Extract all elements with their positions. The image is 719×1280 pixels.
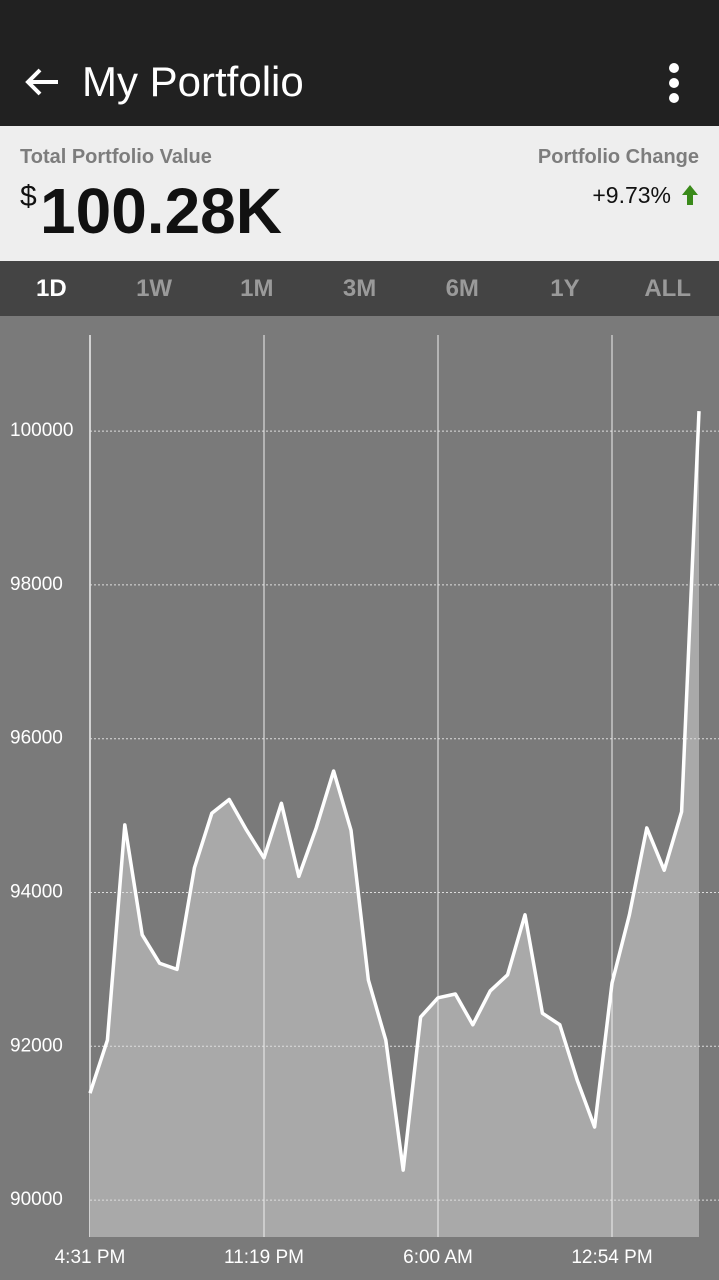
range-tab[interactable]: 6M bbox=[445, 275, 479, 302]
range-tab[interactable]: 1Y bbox=[550, 275, 580, 302]
y-tick-label: 100000 bbox=[10, 420, 73, 441]
x-tick-label: 6:00 AM bbox=[403, 1247, 473, 1268]
back-button[interactable] bbox=[22, 64, 62, 104]
currency: $ bbox=[20, 180, 37, 213]
range-tab[interactable]: 3M bbox=[342, 275, 377, 302]
range-tab[interactable]: 1D bbox=[36, 275, 67, 302]
y-tick-label: 94000 bbox=[10, 882, 63, 903]
x-tick-label: 4:31 PM bbox=[55, 1247, 126, 1268]
title: My Portfolio bbox=[82, 58, 304, 105]
range-tab[interactable]: ALL bbox=[644, 275, 691, 302]
y-tick-label: 90000 bbox=[10, 1189, 63, 1210]
up-arrow bbox=[682, 185, 698, 205]
portfolio-value: 100.28K bbox=[40, 175, 282, 247]
y-tick-label: 96000 bbox=[10, 728, 63, 749]
x-tick-label: 11:19 PM bbox=[224, 1247, 304, 1268]
change: +9.73% bbox=[592, 182, 671, 208]
area bbox=[90, 411, 699, 1237]
y-tick-label: 92000 bbox=[10, 1035, 63, 1056]
value-label: Total Portfolio Value bbox=[20, 146, 212, 168]
x-tick-label: 12:54 PM bbox=[571, 1247, 652, 1268]
line bbox=[88, 411, 701, 1172]
range-tab[interactable]: 1M bbox=[240, 275, 274, 302]
change-label: Portfolio Change bbox=[537, 146, 699, 168]
menu-button[interactable] bbox=[664, 60, 684, 106]
range-tab[interactable]: 1W bbox=[136, 275, 173, 302]
app-bar: My Portfolio bbox=[0, 0, 719, 126]
summary: Total Portfolio Value $ 100.28K Portfoli… bbox=[0, 126, 719, 261]
range-tabs: 1D 1W 1M 3M 6M 1Y ALL bbox=[0, 261, 719, 316]
y-tick-label: 98000 bbox=[10, 574, 63, 595]
